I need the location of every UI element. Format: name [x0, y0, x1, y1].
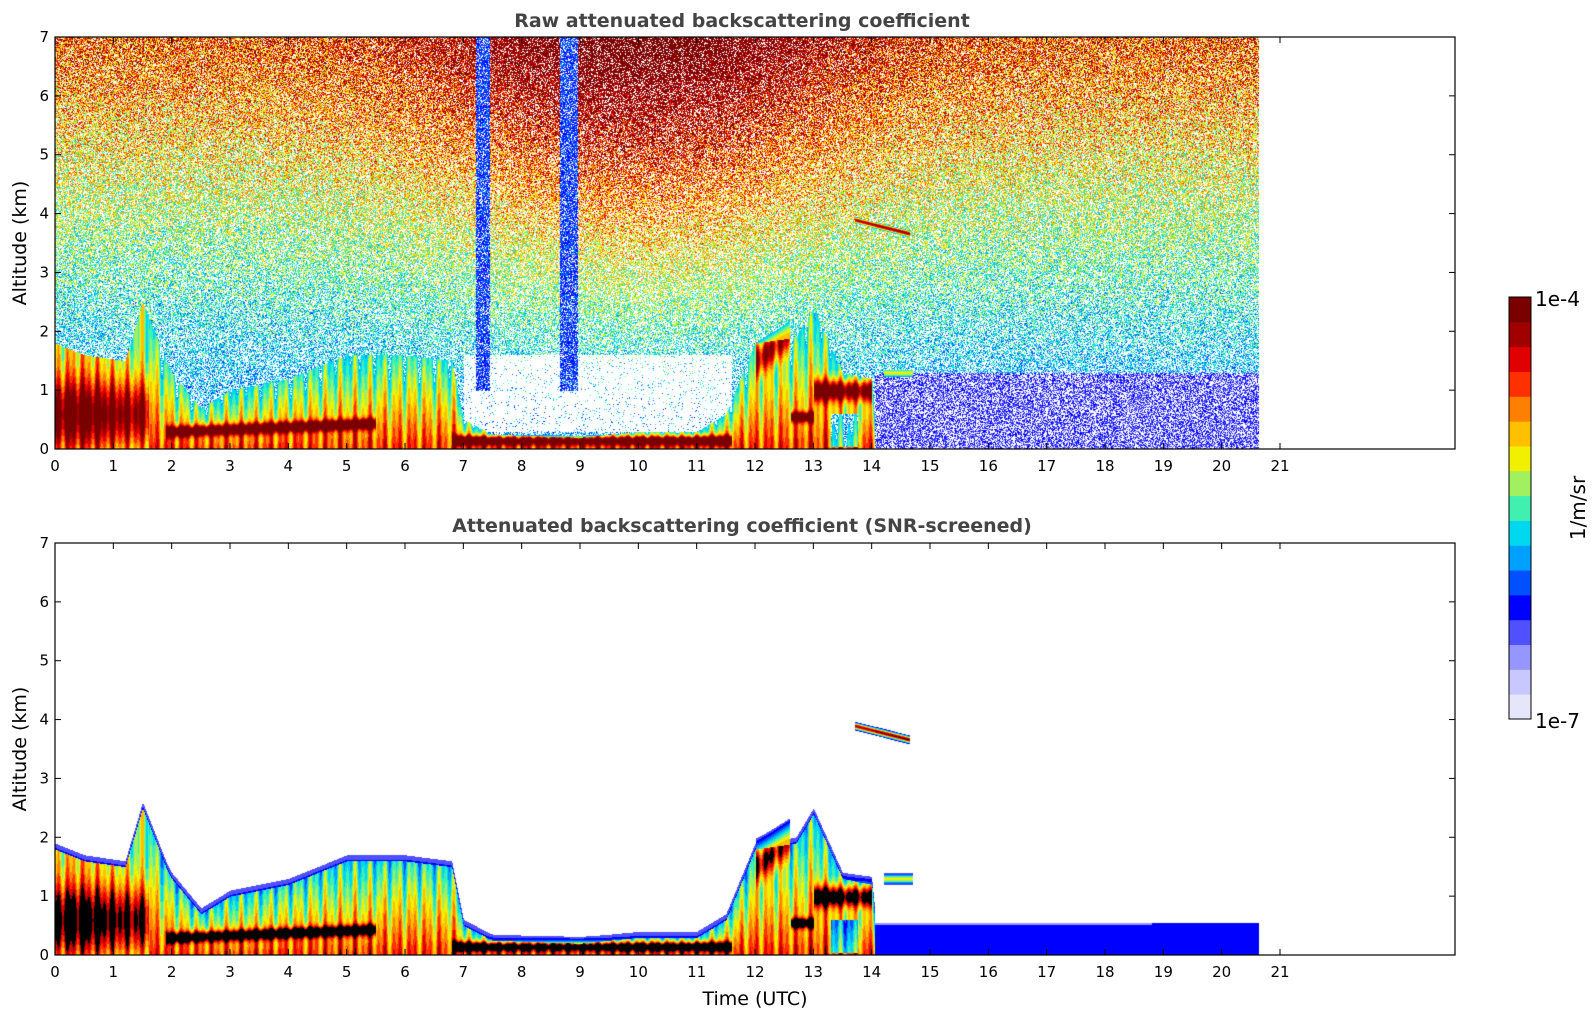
y-tick-label: 7 [39, 28, 49, 46]
x-tick-label: 3 [225, 963, 235, 981]
y-tick-label: 3 [39, 263, 49, 281]
x-tick-label: 15 [920, 963, 939, 981]
x-tick-label: 9 [575, 457, 585, 475]
colorbar-unit-label: 1/m/sr [1566, 475, 1590, 540]
colorbar-segment [1509, 371, 1531, 397]
screened-y-axis: 0 1 2 3 4 5 6 7 [39, 534, 1455, 964]
x-tick-label: 6 [400, 963, 410, 981]
colorbar-segment [1509, 421, 1531, 447]
x-tick-label: 10 [629, 457, 648, 475]
x-axis-label: Time (UTC) [701, 988, 807, 1010]
y-tick-label: 6 [39, 87, 49, 105]
x-tick-label: 17 [1037, 963, 1056, 981]
colorbar-gradient [1509, 297, 1531, 720]
colorbar-segment [1509, 520, 1531, 546]
y-tick-label: 2 [39, 828, 49, 846]
x-tick-label: 12 [745, 963, 764, 981]
x-tick-label: 5 [342, 457, 352, 475]
colorbar-min-label: 1e-7 [1535, 709, 1580, 733]
colorbar-max-label: 1e-4 [1535, 287, 1580, 311]
y-tick-label: 0 [39, 946, 49, 964]
y-tick-label: 5 [39, 146, 49, 164]
colorbar: 1e-4 1e-7 1/m/sr [1508, 287, 1590, 733]
y-tick-label: 5 [39, 652, 49, 670]
x-tick-label: 11 [687, 963, 706, 981]
y-tick-label: 7 [39, 534, 49, 552]
screened-x-axis: 0 1 2 3 4 5 6 7 8 9 10 11 12 13 14 15 16 17 18 19 20 21 [50, 543, 1290, 981]
x-tick-label: 7 [459, 963, 469, 981]
x-tick-label: 13 [804, 963, 823, 981]
x-tick-label: 6 [400, 457, 410, 475]
y-tick-label: 1 [39, 381, 49, 399]
x-tick-label: 2 [167, 963, 177, 981]
y-tick-label: 1 [39, 887, 49, 905]
x-tick-label: 21 [1270, 963, 1289, 981]
x-tick-label: 14 [862, 963, 881, 981]
y-tick-label: 6 [39, 593, 49, 611]
raw-heatmap [55, 37, 1455, 449]
y-tick-label: 4 [39, 205, 49, 223]
raw-backscatter-panel: Raw attenuated backscattering coefficien… [9, 10, 1456, 475]
raw-x-axis: 0 1 2 3 4 5 6 7 8 9 10 11 12 13 14 15 16 17 18 19 20 21 [50, 37, 1290, 475]
x-tick-label: 21 [1270, 457, 1289, 475]
colorbar-segment [1509, 470, 1531, 497]
raw-panel-title: Raw attenuated backscattering coefficien… [514, 10, 970, 32]
x-tick-label: 11 [687, 457, 706, 475]
x-tick-label: 1 [109, 963, 119, 981]
x-tick-label: 0 [50, 457, 60, 475]
y-tick-label: 2 [39, 322, 49, 340]
x-tick-label: 19 [1154, 457, 1173, 475]
x-tick-label: 16 [979, 963, 998, 981]
x-tick-label: 19 [1154, 963, 1173, 981]
colorbar-segment [1509, 669, 1531, 695]
raw-y-axis: 0 1 2 3 4 5 6 7 [39, 28, 1455, 458]
colorbar-segment [1509, 594, 1531, 621]
colorbar-segment [1509, 619, 1531, 646]
screened-panel-title: Attenuated backscattering coefficient (S… [452, 515, 1032, 537]
colorbar-segment [1509, 297, 1531, 323]
x-tick-label: 13 [804, 457, 823, 475]
x-tick-label: 17 [1037, 457, 1056, 475]
colorbar-segment [1509, 644, 1531, 670]
colorbar-frame [1508, 296, 1532, 720]
x-tick-label: 4 [284, 963, 294, 981]
x-tick-label: 10 [629, 963, 648, 981]
colorbar-segment [1509, 570, 1531, 596]
x-tick-label: 2 [167, 457, 177, 475]
colorbar-segment [1509, 346, 1531, 372]
raw-y-axis-label: Altitude (km) [9, 181, 31, 306]
x-tick-label: 20 [1212, 963, 1231, 981]
x-tick-label: 20 [1212, 457, 1231, 475]
x-tick-label: 8 [517, 963, 527, 981]
y-tick-label: 4 [39, 711, 49, 729]
x-tick-label: 5 [342, 963, 352, 981]
x-tick-label: 1 [109, 457, 119, 475]
x-tick-label: 4 [284, 457, 294, 475]
x-tick-label: 18 [1095, 963, 1114, 981]
x-tick-label: 15 [920, 457, 939, 475]
x-tick-label: 0 [50, 963, 60, 981]
y-tick-label: 0 [39, 440, 49, 458]
colorbar-segment [1509, 445, 1531, 472]
x-tick-label: 12 [745, 457, 764, 475]
colorbar-segment [1509, 545, 1531, 571]
x-tick-label: 9 [575, 963, 585, 981]
x-tick-label: 7 [459, 457, 469, 475]
colorbar-segment [1509, 694, 1531, 720]
colorbar-segment [1509, 321, 1531, 348]
colorbar-segment [1509, 396, 1531, 422]
x-tick-label: 14 [862, 457, 881, 475]
screened-backscatter-panel: Attenuated backscattering coefficient (S… [9, 515, 1456, 1010]
x-tick-label: 3 [225, 457, 235, 475]
x-tick-label: 16 [979, 457, 998, 475]
screened-y-axis-label: Altitude (km) [9, 687, 31, 812]
y-tick-label: 3 [39, 769, 49, 787]
colorbar-segment [1509, 495, 1531, 521]
x-tick-label: 18 [1095, 457, 1114, 475]
x-tick-label: 8 [517, 457, 527, 475]
screened-heatmap [55, 543, 1455, 955]
